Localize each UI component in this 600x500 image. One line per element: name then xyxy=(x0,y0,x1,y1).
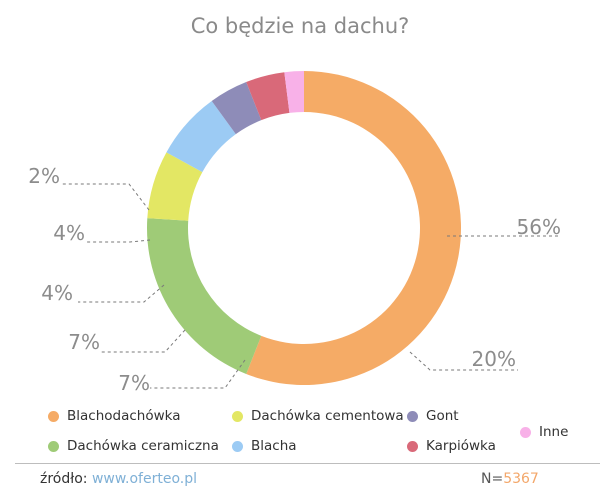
legend-swatch xyxy=(520,426,531,438)
leader-line xyxy=(100,329,186,353)
footer-divider xyxy=(15,463,600,464)
leader-line xyxy=(85,239,151,243)
source-note: źródło: www.oferteo.pl xyxy=(40,471,197,487)
data-label: 7% xyxy=(118,371,150,395)
data-label: 4% xyxy=(41,281,73,305)
slice-gont[interactable] xyxy=(211,82,262,135)
legend-label: Karpiówka xyxy=(426,438,496,454)
legend-label: Dachówka cementowa xyxy=(251,408,404,424)
slice-dachówka-ceramiczna[interactable] xyxy=(147,218,262,374)
legend-item[interactable]: Dachówka cementowa xyxy=(232,408,404,424)
data-label: 7% xyxy=(68,330,100,354)
source-link[interactable]: www.oferteo.pl xyxy=(91,471,197,487)
legend-swatch xyxy=(48,440,59,452)
sample-size: N=5367 xyxy=(481,471,539,487)
leader-line xyxy=(409,351,518,371)
slice-blachodachówka[interactable] xyxy=(246,71,461,385)
legend-swatch xyxy=(407,410,418,422)
leader-line xyxy=(78,284,165,303)
legend-item[interactable]: Gont xyxy=(407,408,459,424)
sample-size-label: N= xyxy=(481,471,504,487)
sample-size-value: 5367 xyxy=(503,471,539,487)
data-label: 4% xyxy=(53,221,85,245)
slice-blacha[interactable] xyxy=(166,100,236,173)
legend-item[interactable]: Dachówka ceramiczna xyxy=(48,438,219,454)
slice-dachówka-cementowa[interactable] xyxy=(147,152,203,221)
legend-label: Inne xyxy=(539,424,569,440)
legend-item[interactable]: Blacha xyxy=(232,438,297,454)
legend-label: Gont xyxy=(426,408,459,424)
chart-title: Co będzie na dachu? xyxy=(190,14,410,38)
legend-item[interactable]: Karpiówka xyxy=(407,438,496,454)
legend-swatch xyxy=(407,440,418,452)
legend-item[interactable]: Inne xyxy=(520,424,568,440)
leader-line xyxy=(150,359,246,389)
data-label: 20% xyxy=(472,347,516,371)
data-label: 56% xyxy=(517,215,561,239)
data-label: 2% xyxy=(28,164,60,188)
legend-label: Dachówka ceramiczna xyxy=(67,438,219,454)
source-label: źródło: xyxy=(40,471,88,487)
slice-karpiówka[interactable] xyxy=(246,72,290,121)
legend-label: Blachodachówka xyxy=(67,408,181,424)
leader-line xyxy=(60,183,150,211)
slice-inne[interactable] xyxy=(284,71,304,113)
legend-item[interactable]: Blachodachówka xyxy=(48,408,181,424)
legend-swatch xyxy=(48,410,59,422)
legend-label: Blacha xyxy=(251,438,297,454)
legend-swatch xyxy=(232,440,243,452)
legend-swatch xyxy=(232,410,243,422)
